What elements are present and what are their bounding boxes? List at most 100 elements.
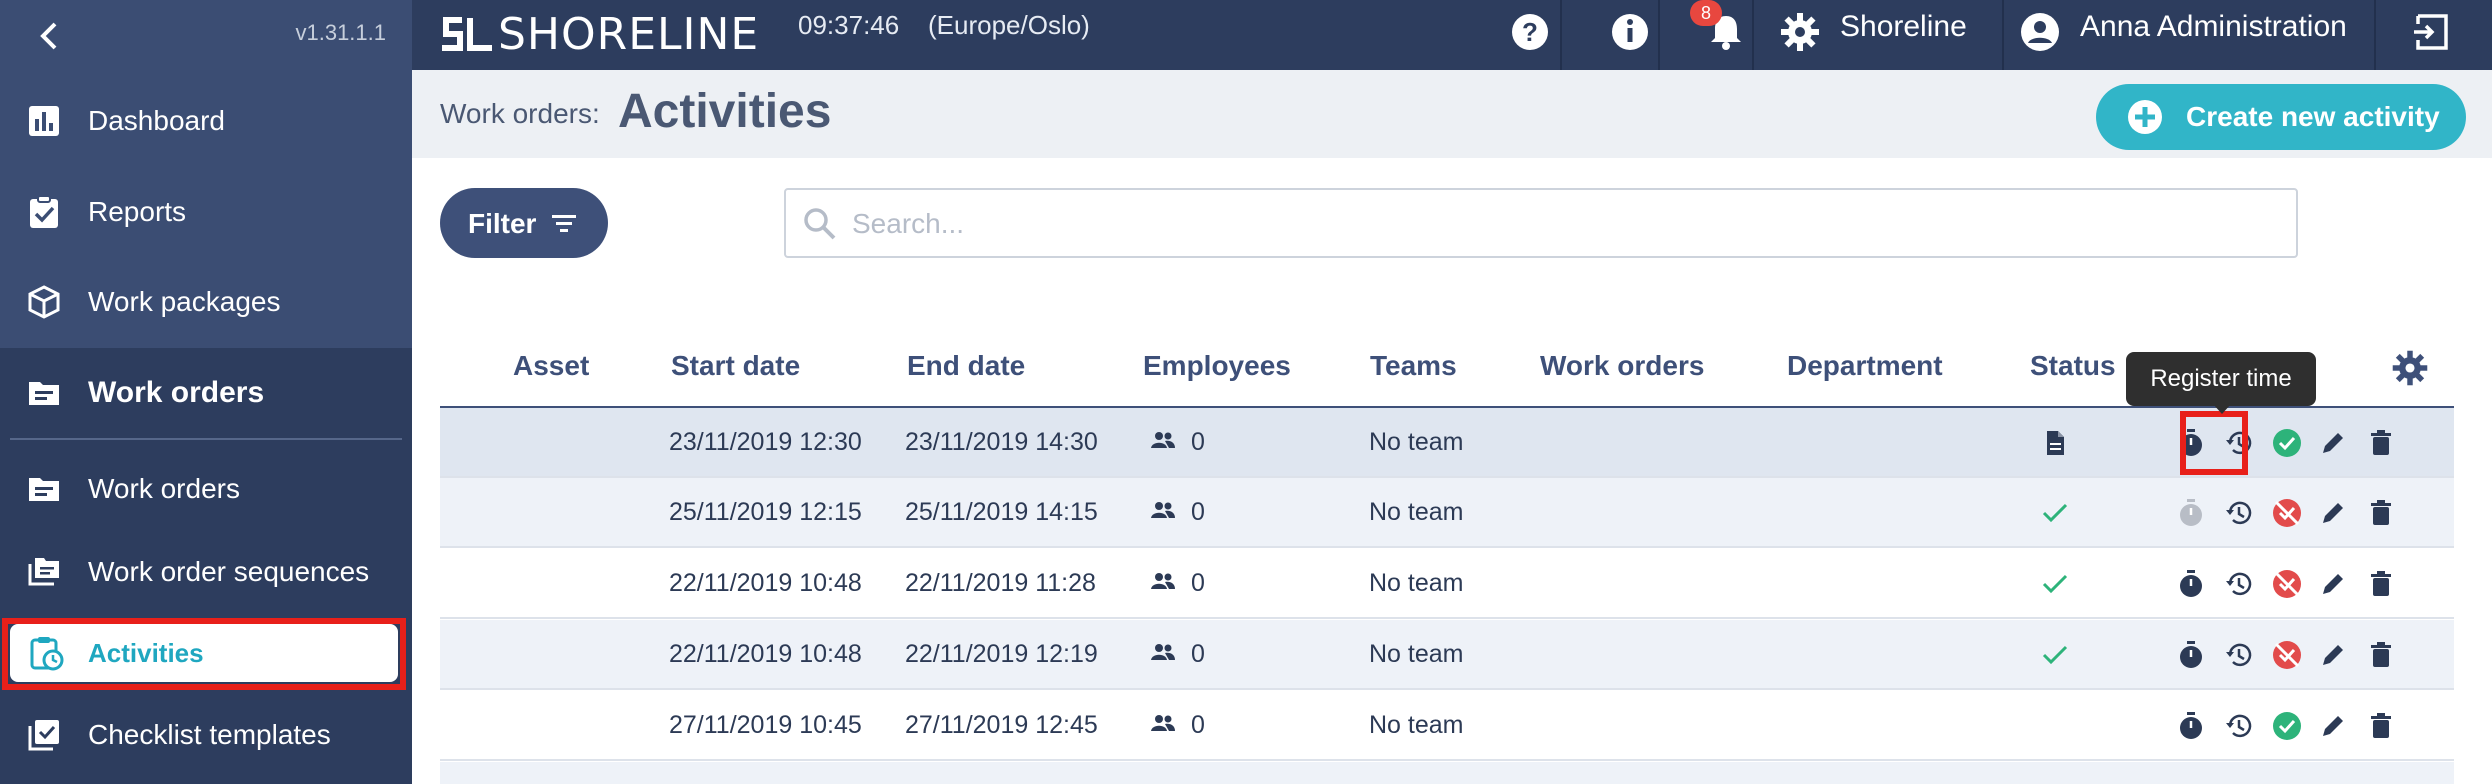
cell-end-date: 27/11/2019 12:45: [905, 711, 1098, 739]
logout-icon[interactable]: [2410, 10, 2454, 54]
table-row[interactable]: 22/11/2019 10:48 22/11/2019 12:19 0 No t…: [440, 620, 2454, 690]
people-icon: [1151, 432, 1175, 448]
help-icon[interactable]: ?: [1508, 10, 1552, 54]
column-header-status[interactable]: Status: [2030, 350, 2116, 381]
table-settings-gear-icon[interactable]: [2390, 348, 2430, 388]
sidebar-item-work-packages[interactable]: Work packages: [0, 267, 412, 337]
info-icon[interactable]: [1608, 10, 1652, 54]
chart-icon: [29, 106, 59, 136]
stopwatch-icon[interactable]: [2174, 709, 2208, 743]
search-field[interactable]: [784, 188, 2298, 258]
filter-icon: [552, 215, 576, 232]
cell-team: No team: [1369, 569, 1464, 597]
people-icon: [1151, 502, 1175, 518]
approve-check-icon[interactable]: [2270, 709, 2304, 743]
stopwatch-icon[interactable]: [2174, 567, 2208, 601]
delete-trash-icon[interactable]: [2364, 496, 2398, 530]
page-header: Work orders: Activities Create new activ…: [412, 70, 2492, 158]
sidebar-item-activities[interactable]: Activities: [10, 624, 398, 682]
sidebar-item-reports[interactable]: Reports: [0, 177, 412, 247]
search-icon: [804, 208, 836, 240]
sidebar-item-label: Checklist templates: [88, 719, 331, 750]
sidebar-section-work-orders[interactable]: Work orders: [0, 358, 412, 428]
delete-trash-icon[interactable]: [2364, 709, 2398, 743]
topbar-separator: [1658, 0, 1660, 70]
sidebar-divider: [10, 438, 402, 440]
column-header-end-date[interactable]: End date: [907, 350, 1026, 381]
cell-end-date: 25/11/2019 14:15: [905, 498, 1098, 526]
edit-pencil-icon[interactable]: [2316, 426, 2350, 460]
tooltip-arrow: [2213, 404, 2231, 414]
cell-start-date: 25/11/2019 12:15: [669, 498, 862, 526]
clock-timezone: (Europe/Oslo): [928, 10, 1090, 40]
table-row[interactable]: 25/11/2019 12:15 25/11/2019 14:15 0 No t…: [440, 478, 2454, 548]
sidebar-item-label: Work orders: [88, 376, 265, 409]
cell-end-date: 22/11/2019 12:19: [905, 640, 1098, 668]
column-header-department[interactable]: Department: [1787, 350, 1943, 381]
sidebar-item-work-orders[interactable]: Work orders: [0, 454, 412, 524]
clock-time: 09:37:46: [798, 10, 900, 40]
sidebar-item-work-order-sequences[interactable]: Work order sequences: [0, 537, 412, 607]
column-header-work-orders[interactable]: Work orders: [1540, 350, 1705, 381]
table-row[interactable]: [440, 762, 2454, 784]
app-version: v1.31.1.1: [295, 20, 386, 45]
history-icon[interactable]: [2222, 638, 2256, 672]
table-row[interactable]: 23/11/2019 12:30 23/11/2019 14:30 0 No t…: [440, 408, 2454, 478]
bell-icon[interactable]: [1704, 10, 1748, 54]
folder-icon: [29, 478, 59, 501]
register-time-tooltip: Register time: [2126, 352, 2316, 406]
topbar-separator: [1752, 0, 1754, 70]
table-row[interactable]: 22/11/2019 10:48 22/11/2019 11:28 0 No t…: [440, 549, 2454, 619]
chevron-left-icon[interactable]: [30, 16, 70, 56]
breadcrumb[interactable]: Work orders:: [440, 98, 600, 129]
sidebar-item-label: Work orders: [88, 473, 240, 504]
cell-employees: 0: [1191, 711, 1205, 739]
column-header-employees[interactable]: Employees: [1143, 350, 1291, 381]
unapprove-icon[interactable]: [2270, 496, 2304, 530]
filter-button[interactable]: Filter: [440, 188, 608, 258]
create-activity-label: Create new activity: [2186, 101, 2440, 132]
folder-icon: [29, 382, 59, 405]
cell-team: No team: [1369, 428, 1464, 456]
sidebar-item-checklist-templates[interactable]: Checklist templates: [0, 700, 412, 770]
cell-start-date: 27/11/2019 10:45: [669, 711, 862, 739]
column-header-start-date[interactable]: Start date: [671, 350, 801, 381]
stopwatch-icon[interactable]: [2174, 638, 2208, 672]
create-activity-button[interactable]: Create new activity: [2096, 84, 2466, 150]
sidebar-item-label: Activities: [88, 637, 204, 668]
user-avatar-icon[interactable]: [2018, 10, 2062, 54]
cell-employees: 0: [1191, 498, 1205, 526]
cell-start-date: 22/11/2019 10:48: [669, 640, 862, 668]
delete-trash-icon[interactable]: [2364, 426, 2398, 460]
svg-text:?: ?: [1522, 17, 1538, 47]
history-icon[interactable]: [2222, 496, 2256, 530]
cell-end-date: 23/11/2019 14:30: [905, 428, 1098, 456]
unapprove-icon[interactable]: [2270, 638, 2304, 672]
gear-icon[interactable]: [1778, 10, 1822, 54]
sidebar-item-dashboard[interactable]: Dashboard: [0, 86, 412, 156]
clipboard-clock-icon: [30, 637, 64, 671]
edit-pencil-icon[interactable]: [2316, 638, 2350, 672]
history-icon[interactable]: [2222, 567, 2256, 601]
cell-employees: 0: [1191, 428, 1205, 456]
cell-start-date: 23/11/2019 12:30: [669, 428, 862, 456]
cell-employees: 0: [1191, 640, 1205, 668]
edit-pencil-icon[interactable]: [2316, 496, 2350, 530]
edit-pencil-icon[interactable]: [2316, 567, 2350, 601]
organization-name[interactable]: Shoreline: [1840, 10, 1967, 43]
column-header-teams[interactable]: Teams: [1370, 350, 1457, 381]
history-icon[interactable]: [2222, 709, 2256, 743]
sidebar-top-section: [0, 0, 412, 348]
shoreline-logo-icon: [442, 17, 492, 51]
edit-pencil-icon[interactable]: [2316, 709, 2350, 743]
approve-check-icon[interactable]: [2270, 426, 2304, 460]
delete-trash-icon[interactable]: [2364, 567, 2398, 601]
column-header-asset[interactable]: Asset: [513, 350, 590, 381]
table-row[interactable]: 27/11/2019 10:45 27/11/2019 12:45 0 No t…: [440, 691, 2454, 761]
unapprove-icon[interactable]: [2270, 567, 2304, 601]
app-logo[interactable]: SHORELINE: [440, 6, 759, 62]
top-bar: SHORELINE 09:37:46 (Europe/Oslo) ? 8 Sho…: [412, 0, 2492, 70]
delete-trash-icon[interactable]: [2364, 638, 2398, 672]
search-input[interactable]: [852, 202, 2272, 246]
user-name[interactable]: Anna Administration: [2080, 10, 2347, 43]
